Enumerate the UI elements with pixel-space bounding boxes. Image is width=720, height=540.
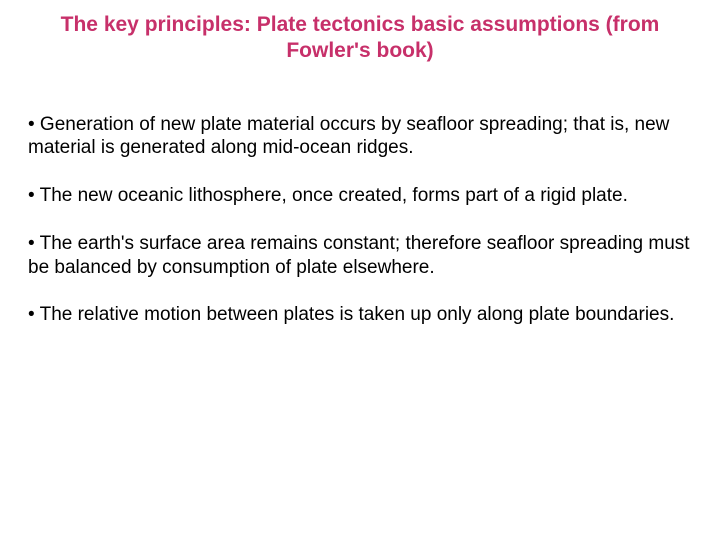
bullet-list: • Generation of new plate material occur… <box>28 113 692 328</box>
slide-title: The key principles: Plate tectonics basi… <box>28 12 692 65</box>
bullet-item: • The new oceanic lithosphere, once crea… <box>28 184 692 208</box>
bullet-item: • The relative motion between plates is … <box>28 303 692 327</box>
bullet-item: • Generation of new plate material occur… <box>28 113 692 161</box>
slide-container: The key principles: Plate tectonics basi… <box>0 0 720 540</box>
bullet-item: • The earth's surface area remains const… <box>28 232 692 280</box>
